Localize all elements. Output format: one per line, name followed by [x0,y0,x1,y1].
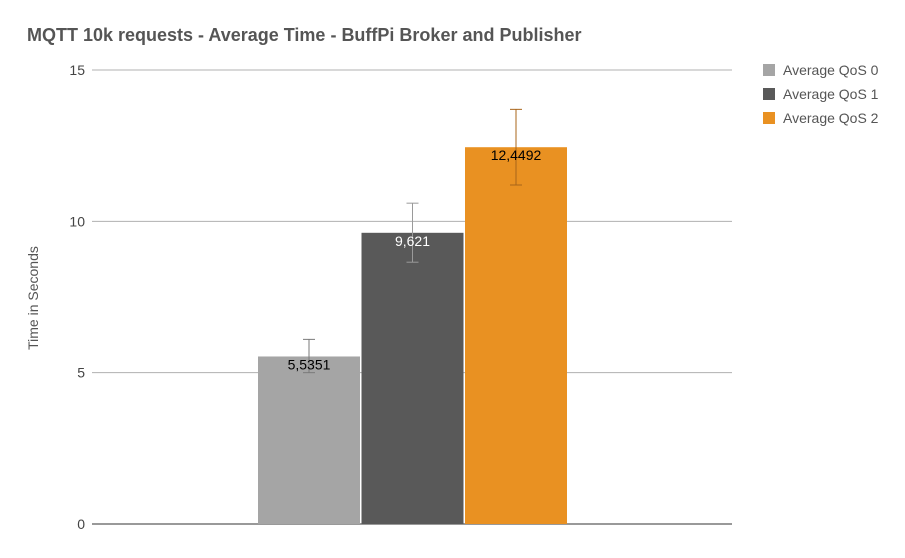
legend-swatch [763,112,775,124]
data-label: 12,4492 [491,147,542,163]
bar-average-qos-1 [361,232,464,525]
bar-average-qos-0 [258,356,360,524]
legend-item-label: Average QoS 1 [783,86,879,102]
legend-item-label: Average QoS 2 [783,110,879,126]
y-tick-label: 5 [77,365,85,381]
data-label: 5,5351 [288,356,331,372]
chart-title: MQTT 10k requests - Average Time - BuffP… [27,25,581,45]
legend-swatch [763,88,775,100]
data-label: 9,621 [395,233,430,249]
legend-item-label: Average QoS 0 [783,62,879,78]
legend: Average QoS 0 Average QoS 1 Average QoS 2 [763,62,879,126]
y-tick-label: 0 [77,516,85,532]
bars [258,147,567,525]
data-labels: 5,5351 9,621 12,4492 [288,147,542,372]
y-axis-ticks: 0 5 10 15 [69,62,85,532]
y-axis-label: Time in Seconds [25,246,41,350]
error-bars [303,108,522,374]
y-tick-label: 10 [69,213,85,229]
legend-swatch [763,64,775,76]
bar-average-qos-2 [465,147,567,524]
y-tick-label: 15 [69,62,85,78]
